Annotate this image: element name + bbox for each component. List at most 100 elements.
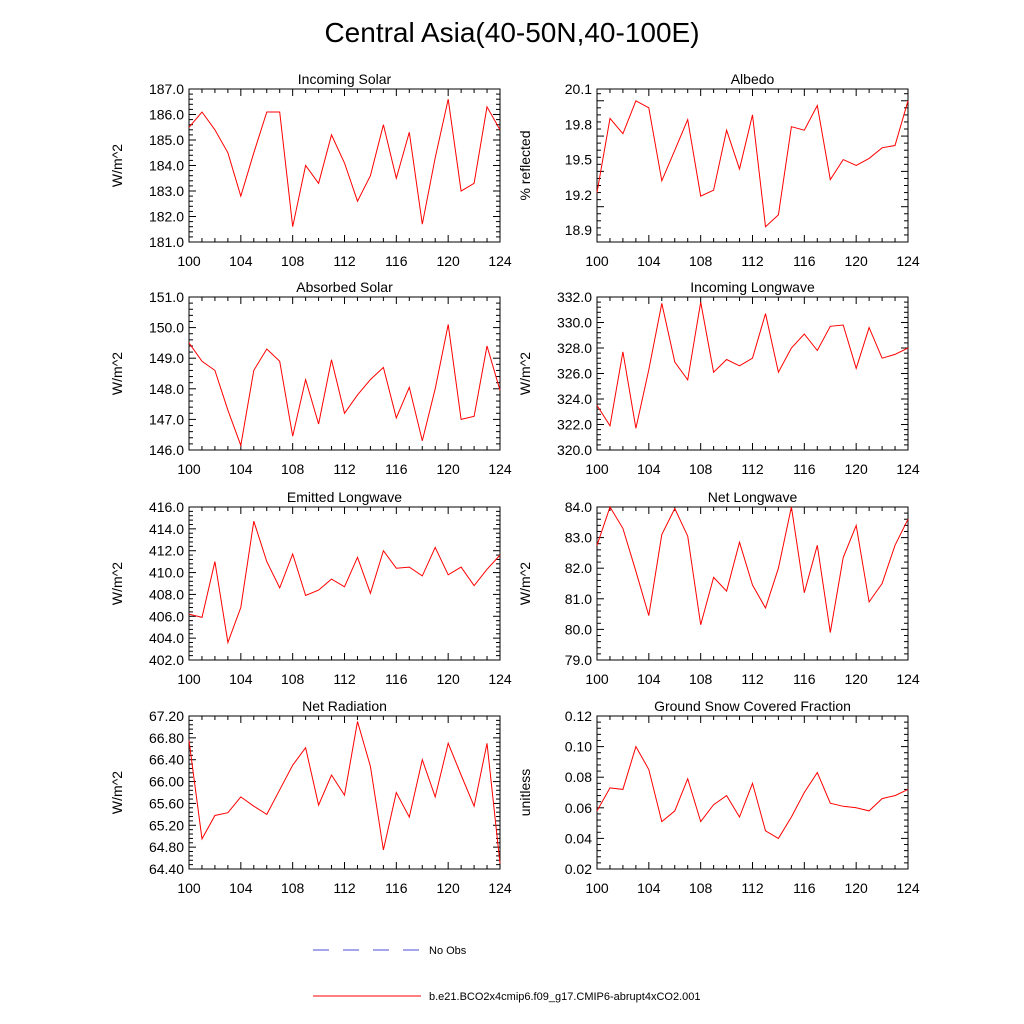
y-tick-label: 19.8 <box>565 116 592 132</box>
x-tick-label: 104 <box>229 671 253 687</box>
x-tick-label: 100 <box>177 461 201 477</box>
x-tick-label: 104 <box>637 671 661 687</box>
x-tick-label: 100 <box>177 253 201 269</box>
series-line <box>596 745 909 840</box>
y-tick-label: 332.0 <box>557 289 592 305</box>
chart-panel: Incoming Longwave 100 104 108 112 116 120 124 32… <box>517 279 920 477</box>
chart-panel: Albedo 100 104 108 112 116 120 124 18.9 19.2 19.5 1… <box>517 71 920 269</box>
y-tick-label: 19.5 <box>565 152 592 168</box>
x-tick-label: 120 <box>436 671 460 687</box>
y-tick-label: 151.0 <box>149 289 184 305</box>
y-tick-label: 83.0 <box>565 530 592 546</box>
series-line <box>188 99 501 227</box>
y-tick-label: 408.0 <box>149 586 184 602</box>
x-tick-label: 124 <box>488 880 512 896</box>
y-tick-label: 410.0 <box>149 565 184 581</box>
x-tick-label: 116 <box>793 253 816 269</box>
x-tick-label: 112 <box>741 880 764 896</box>
y-tick-label: 187.0 <box>149 81 184 97</box>
x-tick-label: 124 <box>896 461 920 477</box>
y-tick-label: 0.06 <box>565 800 592 816</box>
y-tick-label: 322.0 <box>557 417 592 433</box>
x-tick-label: 100 <box>177 880 201 896</box>
x-tick-label: 116 <box>793 461 816 477</box>
y-tick-label: 66.00 <box>149 774 184 790</box>
x-tick-label: 104 <box>637 253 661 269</box>
x-tick-label: 112 <box>333 461 356 477</box>
series-line <box>188 721 501 864</box>
y-tick-label: 84.0 <box>565 499 592 515</box>
x-tick-label: 124 <box>488 671 512 687</box>
x-tick-label: 116 <box>793 880 816 896</box>
panel-title: Albedo <box>731 71 775 87</box>
x-tick-label: 100 <box>585 880 609 896</box>
x-tick-label: 104 <box>637 461 661 477</box>
y-tick-label: 148.0 <box>149 381 184 397</box>
y-axis-label: % reflected <box>517 130 533 200</box>
y-tick-label: 402.0 <box>149 652 184 668</box>
y-tick-label: 414.0 <box>149 521 184 537</box>
x-tick-label: 120 <box>844 671 868 687</box>
y-tick-label: 0.10 <box>565 739 592 755</box>
x-tick-label: 112 <box>741 461 764 477</box>
panel-title: Incoming Longwave <box>690 279 815 295</box>
y-axis-label: W/m^2 <box>109 352 125 395</box>
x-tick-label: 108 <box>281 253 305 269</box>
y-tick-label: 404.0 <box>149 630 184 646</box>
y-tick-label: 184.0 <box>149 158 184 174</box>
panel-title: Emitted Longwave <box>287 489 402 505</box>
x-tick-label: 120 <box>436 253 460 269</box>
x-tick-label: 124 <box>488 461 512 477</box>
x-tick-label: 124 <box>896 253 920 269</box>
chart-panel: Ground Snow Covered Fraction 100 104 108 112… <box>517 698 920 896</box>
y-axis-label: W/m^2 <box>517 562 533 605</box>
x-tick-label: 112 <box>741 671 764 687</box>
x-tick-label: 100 <box>177 671 201 687</box>
y-tick-label: 64.80 <box>149 839 184 855</box>
y-tick-label: 79.0 <box>565 652 592 668</box>
series-line <box>188 324 501 448</box>
x-tick-label: 108 <box>689 671 713 687</box>
y-tick-label: 0.02 <box>565 861 592 877</box>
x-tick-label: 100 <box>585 671 609 687</box>
legend-no-obs-label: No Obs <box>429 945 467 957</box>
y-tick-label: 0.04 <box>565 830 592 846</box>
y-tick-label: 19.2 <box>565 187 592 203</box>
x-tick-label: 120 <box>844 253 868 269</box>
y-axis-label: W/m^2 <box>109 144 125 187</box>
y-tick-label: 20.1 <box>565 81 592 97</box>
x-tick-label: 124 <box>488 253 512 269</box>
chart-panel: Absorbed Solar 100 104 108 112 116 120 124 146.0… <box>109 279 512 477</box>
x-tick-label: 112 <box>333 253 356 269</box>
y-axis-label: W/m^2 <box>109 771 125 814</box>
y-tick-label: 0.08 <box>565 769 592 785</box>
panel-title: Net Radiation <box>302 698 387 714</box>
x-tick-label: 124 <box>896 671 920 687</box>
x-tick-label: 104 <box>229 253 253 269</box>
series-line <box>596 302 909 429</box>
x-tick-label: 108 <box>281 461 305 477</box>
x-tick-label: 116 <box>385 253 408 269</box>
x-tick-label: 104 <box>229 880 253 896</box>
y-tick-label: 67.20 <box>149 708 184 724</box>
x-tick-label: 112 <box>333 671 356 687</box>
y-tick-label: 181.0 <box>149 234 184 250</box>
figure-title: Central Asia(40-50N,40-100E) <box>324 17 699 48</box>
y-tick-label: 80.0 <box>565 621 592 637</box>
x-tick-label: 108 <box>281 671 305 687</box>
y-tick-label: 412.0 <box>149 543 184 559</box>
y-tick-label: 182.0 <box>149 209 184 225</box>
x-tick-label: 100 <box>585 461 609 477</box>
x-tick-label: 120 <box>436 880 460 896</box>
chart-panel: Incoming Solar 100 104 108 112 116 120 124 181.0… <box>109 71 512 269</box>
y-tick-label: 18.9 <box>565 222 592 238</box>
y-tick-label: 147.0 <box>149 411 184 427</box>
y-tick-label: 65.60 <box>149 795 184 811</box>
y-tick-label: 64.40 <box>149 861 184 877</box>
y-tick-label: 146.0 <box>149 442 184 458</box>
y-tick-label: 186.0 <box>149 107 184 123</box>
y-tick-label: 330.0 <box>557 315 592 331</box>
y-tick-label: 185.0 <box>149 132 184 148</box>
